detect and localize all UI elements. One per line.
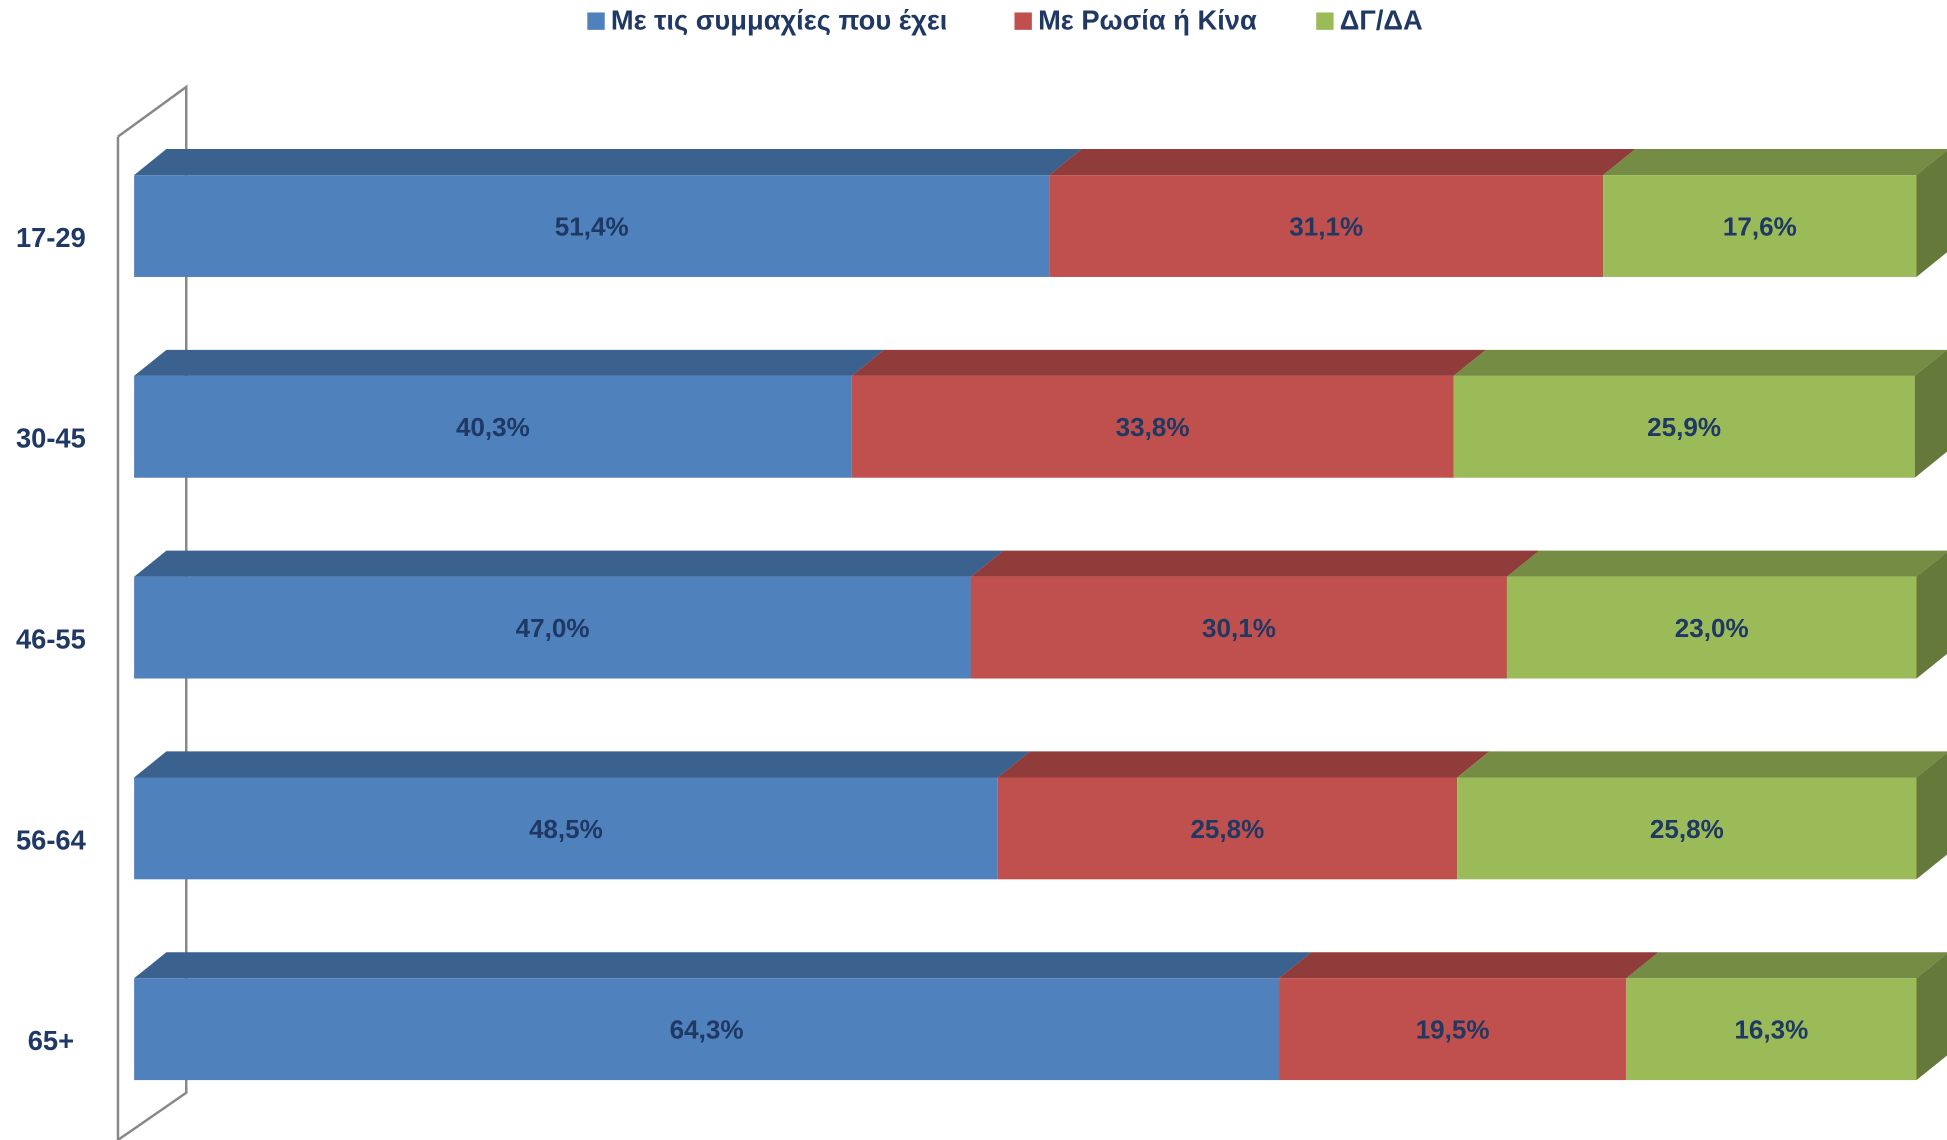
data-label: 17,6%	[1723, 211, 1797, 241]
data-label: 31,1%	[1289, 211, 1363, 241]
bar-top	[134, 952, 1312, 979]
legend-label: ΔΓ/ΔΑ	[1340, 5, 1423, 36]
bar-top	[1049, 149, 1636, 176]
bar	[134, 375, 852, 478]
bar-top	[1457, 751, 1947, 778]
bar-side	[1916, 552, 1947, 679]
data-label: 25,8%	[1190, 814, 1264, 844]
bar-top	[134, 751, 1030, 778]
bar-side	[1916, 953, 1947, 1081]
bar-top	[1453, 349, 1947, 376]
bar	[134, 175, 1050, 277]
bar-top	[851, 349, 1486, 376]
bar-top	[1603, 149, 1947, 176]
bar-top	[134, 550, 1004, 577]
bar	[1506, 576, 1917, 679]
bar-side	[1916, 752, 1947, 880]
bar	[970, 576, 1507, 679]
data-label: 25,8%	[1650, 814, 1724, 844]
chart-wall	[116, 84, 188, 1140]
bar	[1457, 777, 1917, 880]
legend-swatch	[587, 12, 605, 30]
y-tick-label: 46-55	[16, 623, 86, 654]
y-tick-label: 65+	[28, 1025, 74, 1056]
legend-label: Με Ρωσία ή Κίνα	[1038, 5, 1257, 36]
data-label: 23,0%	[1675, 613, 1749, 643]
data-label: 25,9%	[1647, 412, 1721, 442]
y-tick-label: 30-45	[16, 423, 86, 454]
bar-top	[997, 751, 1490, 778]
bar	[1453, 375, 1915, 478]
data-label: 47,0%	[516, 613, 590, 643]
bar	[997, 777, 1458, 880]
bar	[134, 576, 971, 679]
bar	[1603, 175, 1917, 277]
data-label: 33,8%	[1116, 412, 1190, 442]
bar-side	[1914, 349, 1947, 478]
bar	[1279, 978, 1627, 1081]
bar-top	[134, 149, 1082, 176]
legend: Με τις συμμαχίες που έχει Με Ρωσία ή Κίνα…	[587, 5, 1423, 36]
bar	[134, 777, 998, 880]
bar-top	[134, 349, 884, 376]
data-label: 30,1%	[1202, 613, 1276, 643]
bar	[1626, 978, 1917, 1081]
data-label: 19,5%	[1416, 1015, 1490, 1045]
legend-swatch	[1316, 12, 1334, 30]
y-tick-label: 56-64	[16, 824, 87, 855]
data-label: 51,4%	[555, 211, 629, 241]
legend-swatch	[1014, 12, 1032, 30]
bar	[851, 375, 1454, 478]
bar-top	[1626, 952, 1947, 979]
data-label: 40,3%	[456, 412, 530, 442]
bar	[1049, 175, 1604, 277]
bar-top	[1506, 550, 1947, 577]
bar	[134, 978, 1280, 1081]
bar-top	[1279, 952, 1659, 979]
bar-side	[1916, 150, 1947, 277]
data-label: 64,3%	[670, 1015, 744, 1045]
bar-top	[970, 550, 1540, 577]
y-tick-label: 17-29	[16, 222, 86, 253]
data-label: 48,5%	[529, 814, 603, 844]
legend-label: Με τις συμμαχίες που έχει	[611, 5, 947, 36]
data-label: 16,3%	[1734, 1015, 1808, 1045]
